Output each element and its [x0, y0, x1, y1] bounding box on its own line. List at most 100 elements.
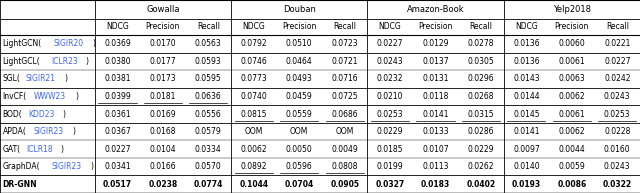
Text: 0.0723: 0.0723 — [332, 39, 358, 48]
Text: BOD(: BOD( — [3, 110, 22, 119]
Text: ): ) — [60, 145, 63, 154]
Text: 0.0238: 0.0238 — [148, 180, 177, 189]
Text: 0.0063: 0.0063 — [559, 74, 585, 83]
Text: 0.0593: 0.0593 — [195, 57, 221, 66]
Text: Precision: Precision — [282, 22, 316, 31]
Text: 0.0104: 0.0104 — [150, 145, 176, 154]
Text: 0.0136: 0.0136 — [513, 39, 540, 48]
Text: Recall: Recall — [333, 22, 356, 31]
Text: 0.1044: 0.1044 — [239, 180, 268, 189]
Text: ): ) — [92, 39, 95, 48]
Text: 0.0199: 0.0199 — [377, 162, 403, 171]
Text: 0.0118: 0.0118 — [422, 92, 449, 101]
Text: GAT(: GAT( — [3, 145, 20, 154]
Text: 0.0268: 0.0268 — [468, 92, 494, 101]
Text: 0.0381: 0.0381 — [104, 74, 131, 83]
Text: LightGCL(: LightGCL( — [3, 57, 40, 66]
Text: ICLR18: ICLR18 — [26, 145, 52, 154]
Text: 0.0315: 0.0315 — [468, 110, 494, 119]
Text: ): ) — [65, 74, 67, 83]
Text: 0.0059: 0.0059 — [559, 162, 585, 171]
Text: 0.0327: 0.0327 — [376, 180, 404, 189]
Text: 0.0049: 0.0049 — [332, 145, 358, 154]
Text: 0.0296: 0.0296 — [468, 74, 494, 83]
Text: 0.0044: 0.0044 — [559, 145, 585, 154]
Text: 0.0185: 0.0185 — [377, 145, 403, 154]
Text: 0.0905: 0.0905 — [330, 180, 359, 189]
Text: 0.0725: 0.0725 — [332, 92, 358, 101]
Text: 0.0517: 0.0517 — [103, 180, 132, 189]
Text: SGL(: SGL( — [3, 74, 20, 83]
Text: 0.0129: 0.0129 — [422, 39, 449, 48]
Text: 0.0464: 0.0464 — [286, 57, 312, 66]
Text: 0.0341: 0.0341 — [104, 162, 131, 171]
Text: Douban: Douban — [283, 5, 316, 14]
Text: NDCG: NDCG — [379, 22, 401, 31]
Text: 0.0232: 0.0232 — [377, 74, 403, 83]
Text: ): ) — [72, 127, 76, 136]
Text: 0.0133: 0.0133 — [422, 127, 449, 136]
Text: 0.0170: 0.0170 — [150, 39, 176, 48]
Text: 0.0596: 0.0596 — [286, 162, 312, 171]
Text: 0.0278: 0.0278 — [468, 39, 494, 48]
Text: InvCF(: InvCF( — [3, 92, 27, 101]
Text: 0.0367: 0.0367 — [104, 127, 131, 136]
Text: 0.0221: 0.0221 — [604, 39, 630, 48]
Text: 0.0210: 0.0210 — [377, 92, 403, 101]
Text: 0.0792: 0.0792 — [241, 39, 267, 48]
Text: 0.0193: 0.0193 — [512, 180, 541, 189]
Text: 0.0113: 0.0113 — [422, 162, 449, 171]
Text: Yelp2018: Yelp2018 — [553, 5, 591, 14]
Text: 0.0286: 0.0286 — [468, 127, 494, 136]
Text: 0.0166: 0.0166 — [150, 162, 176, 171]
Text: 0.0229: 0.0229 — [377, 127, 403, 136]
Text: 0.0510: 0.0510 — [286, 39, 312, 48]
Text: 0.0168: 0.0168 — [150, 127, 176, 136]
Text: 0.0579: 0.0579 — [195, 127, 221, 136]
Text: 0.0595: 0.0595 — [195, 74, 221, 83]
Text: 0.0556: 0.0556 — [195, 110, 221, 119]
Text: LightGCN(: LightGCN( — [3, 39, 42, 48]
Text: 0.0131: 0.0131 — [422, 74, 449, 83]
Text: KDD23: KDD23 — [28, 110, 54, 119]
Text: 0.0062: 0.0062 — [559, 127, 585, 136]
Text: 0.0570: 0.0570 — [195, 162, 221, 171]
Text: 0.0227: 0.0227 — [377, 39, 403, 48]
Text: 0.0227: 0.0227 — [104, 145, 131, 154]
Text: 0.0459: 0.0459 — [286, 92, 312, 101]
Text: 0.0050: 0.0050 — [286, 145, 312, 154]
Text: 0.0399: 0.0399 — [104, 92, 131, 101]
Text: 0.0243: 0.0243 — [604, 162, 630, 171]
Text: 0.0177: 0.0177 — [150, 57, 176, 66]
Text: 0.0686: 0.0686 — [332, 110, 358, 119]
Text: 0.0773: 0.0773 — [241, 74, 267, 83]
Text: 0.0322: 0.0322 — [603, 180, 632, 189]
Text: 0.0334: 0.0334 — [195, 145, 221, 154]
Text: GraphDA(: GraphDA( — [3, 162, 40, 171]
Text: 0.0704: 0.0704 — [285, 180, 314, 189]
Text: 0.0563: 0.0563 — [195, 39, 221, 48]
Text: NDCG: NDCG — [515, 22, 538, 31]
Text: 0.0253: 0.0253 — [604, 110, 630, 119]
Text: 0.0169: 0.0169 — [150, 110, 176, 119]
Text: SIGIR23: SIGIR23 — [51, 162, 81, 171]
Text: 0.0062: 0.0062 — [241, 145, 267, 154]
Text: 0.0243: 0.0243 — [604, 92, 630, 101]
Text: 0.0062: 0.0062 — [559, 92, 585, 101]
Text: NDCG: NDCG — [106, 22, 129, 31]
Text: ): ) — [76, 92, 78, 101]
Text: 0.0060: 0.0060 — [559, 39, 585, 48]
Text: Precision: Precision — [419, 22, 452, 31]
Text: Precision: Precision — [146, 22, 180, 31]
Text: 0.0808: 0.0808 — [332, 162, 358, 171]
Text: 0.0144: 0.0144 — [513, 92, 540, 101]
Text: Recall: Recall — [470, 22, 492, 31]
Text: 0.0243: 0.0243 — [377, 57, 403, 66]
Text: 0.0107: 0.0107 — [422, 145, 449, 154]
Text: 0.0815: 0.0815 — [241, 110, 267, 119]
Text: APDA(: APDA( — [3, 127, 26, 136]
Text: 0.0305: 0.0305 — [468, 57, 494, 66]
Text: 0.0228: 0.0228 — [604, 127, 630, 136]
Text: Recall: Recall — [197, 22, 220, 31]
Text: 0.0740: 0.0740 — [241, 92, 267, 101]
